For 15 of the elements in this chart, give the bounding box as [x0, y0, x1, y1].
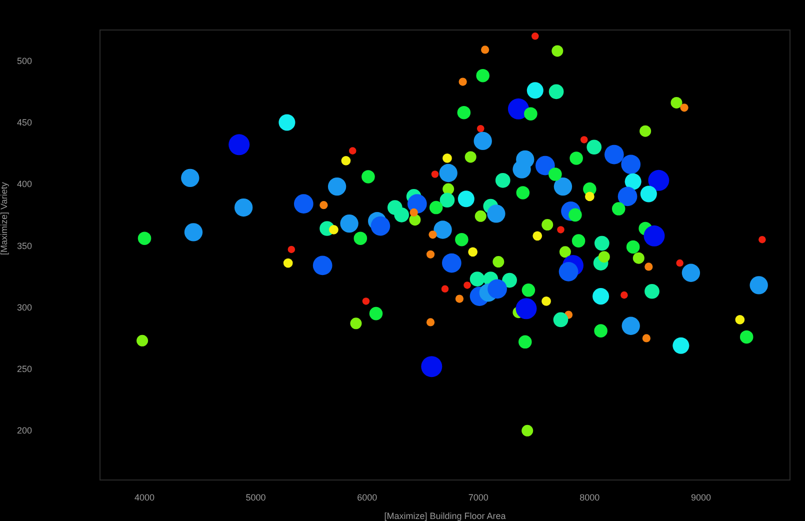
x-tick-label: 4000 [134, 492, 155, 502]
y-tick-label: 300 [16, 302, 32, 312]
y-tick-label: 450 [16, 117, 32, 128]
y-tick-label: 500 [16, 56, 32, 66]
y-axis-title: [Maximize] Variety [0, 182, 10, 255]
x-tick-label: 9000 [690, 492, 711, 502]
x-tick-label: 8000 [580, 492, 600, 502]
x-axis-title: [Maximize] Building Floor Area [384, 511, 506, 521]
y-tick-label: 400 [16, 179, 32, 190]
y-tick-label: 350 [16, 240, 32, 251]
y-tick-label: 250 [16, 364, 32, 374]
y-tick-label: 200 [16, 426, 32, 436]
x-tick-label: 5000 [246, 492, 266, 502]
x-tick-label: 7000 [468, 492, 488, 502]
x-tick-label: 6000 [357, 492, 378, 502]
